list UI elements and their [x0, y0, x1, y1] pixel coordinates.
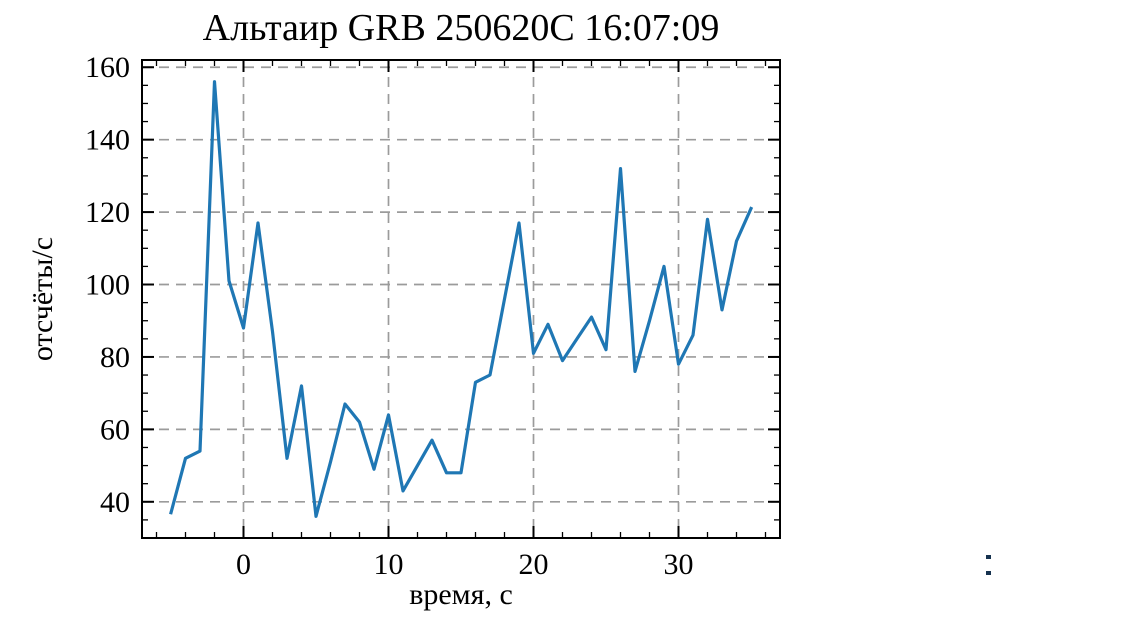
y-tick-label: 120 — [85, 196, 130, 229]
x-tick-label: 30 — [664, 548, 694, 581]
y-axis-label: отсчёты/с — [26, 237, 59, 361]
y-tick-label: 40 — [100, 486, 130, 519]
x-axis-label: время, с — [409, 578, 513, 611]
tick-labels-layer: 0 10 20 30 40 60 80 100 120 140 160 — [85, 51, 694, 581]
ticks-layer — [141, 59, 781, 539]
data-line-layer — [169, 80, 754, 518]
y-tick-label: 60 — [100, 413, 130, 446]
axes-frame — [141, 59, 781, 539]
x-tick-label: 0 — [236, 548, 251, 581]
y-tick-label: 160 — [85, 51, 130, 84]
y-tick-label: 140 — [85, 124, 130, 157]
x-tick-label: 10 — [374, 548, 404, 581]
y-tick-label: 100 — [85, 269, 130, 302]
stray-colon-artifact — [986, 555, 991, 575]
x-tick-label: 20 — [519, 548, 549, 581]
lightcurve-line — [169, 80, 754, 518]
chart-title: Альтаир GRB 250620C 16:07:09 — [203, 7, 720, 49]
y-tick-label: 80 — [100, 341, 130, 374]
gridlines-layer — [142, 60, 780, 538]
